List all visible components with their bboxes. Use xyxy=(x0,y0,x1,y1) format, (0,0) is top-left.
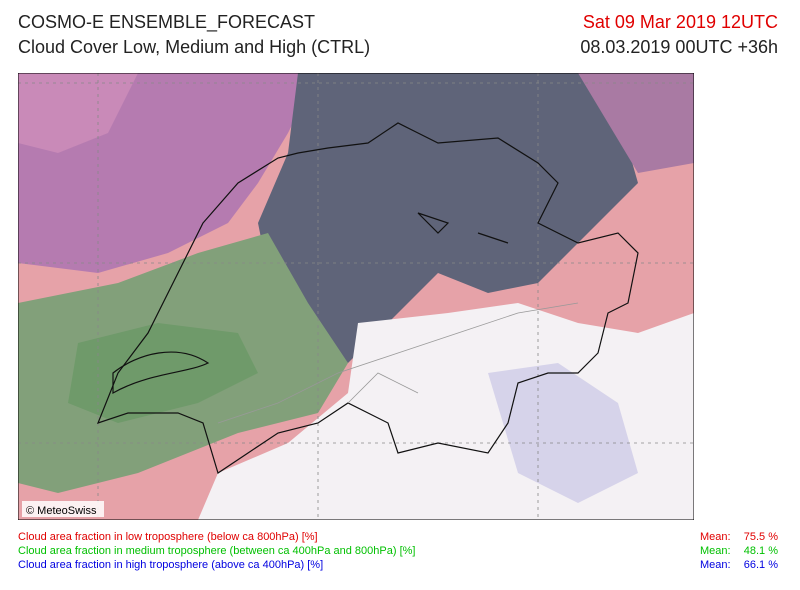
map: © MeteoSwiss xyxy=(18,73,694,520)
mean-value: 66.1 % xyxy=(743,559,778,571)
legend-label: Cloud area fraction in medium tropospher… xyxy=(18,545,416,557)
mean-label: Mean: xyxy=(700,545,731,557)
legend-label: Cloud area fraction in high troposphere … xyxy=(18,559,324,571)
copyright: © MeteoSwiss xyxy=(26,505,97,517)
run-time: 08.03.2019 00UTC +36h xyxy=(580,37,778,57)
mean-value: 75.5 % xyxy=(743,531,778,543)
title: COSMO-E ENSEMBLE_FORECAST xyxy=(18,12,316,32)
mean-label: Mean: xyxy=(700,559,731,571)
legend-label: Cloud area fraction in low troposphere (… xyxy=(18,531,318,543)
mean-value: 48.1 % xyxy=(743,545,778,557)
subtitle: Cloud Cover Low, Medium and High (CTRL) xyxy=(18,37,371,57)
valid-time: Sat 09 Mar 2019 12UTC xyxy=(582,12,778,32)
mean-label: Mean: xyxy=(700,531,731,543)
